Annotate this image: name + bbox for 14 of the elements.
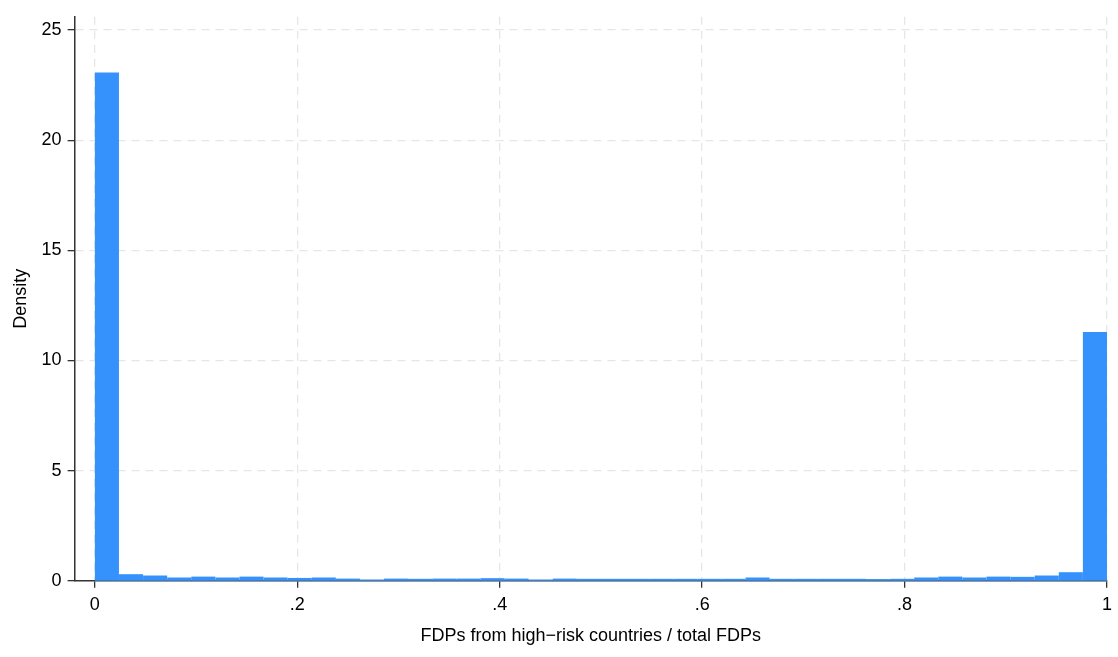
x-tick-label: .8 — [897, 593, 913, 614]
y-tick-label: 25 — [41, 18, 62, 39]
y-tick-label: 10 — [41, 349, 62, 370]
y-tick-label: 15 — [41, 239, 62, 260]
x-axis-title: FDPs from high−risk countries / total FDPs — [420, 625, 762, 646]
x-tick-label: 1 — [1101, 593, 1112, 614]
x-tick-label: .4 — [492, 593, 508, 614]
y-axis-title: Density — [9, 268, 30, 329]
y-tick-label: 20 — [41, 129, 62, 150]
x-tick-label: .2 — [289, 593, 305, 614]
y-tick-label: 5 — [51, 459, 62, 480]
x-tick-label: .6 — [694, 593, 710, 614]
y-tick-label: 0 — [51, 569, 62, 590]
x-tick-label: 0 — [89, 593, 100, 614]
